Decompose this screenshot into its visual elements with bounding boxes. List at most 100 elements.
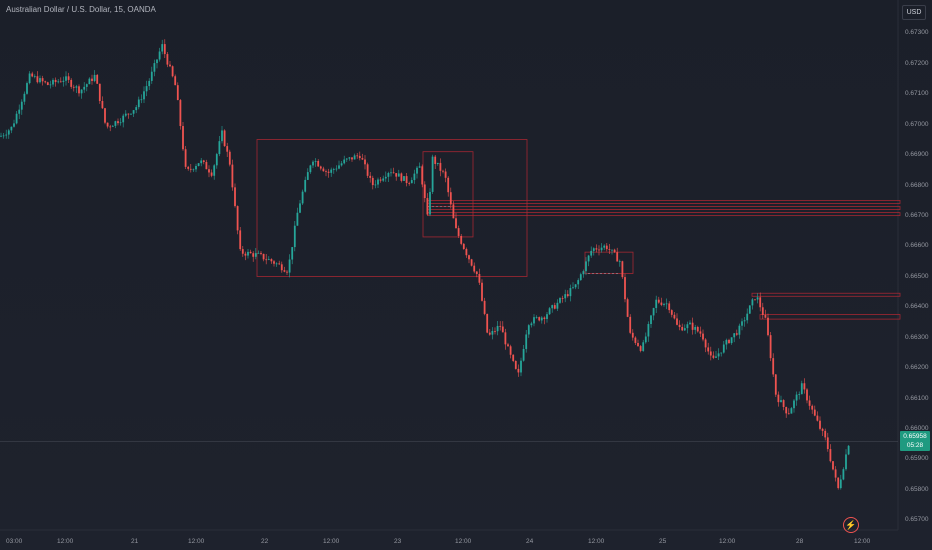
candle-body (613, 249, 616, 253)
candle-body (725, 339, 728, 345)
candle-body (499, 325, 502, 327)
candle-body (767, 317, 769, 336)
candle-body (28, 73, 31, 84)
candle-body (847, 445, 850, 455)
candle-body (358, 155, 361, 159)
candle-body (657, 299, 660, 303)
candle-body (702, 333, 704, 340)
candle-body (683, 328, 686, 331)
candle-body (790, 408, 793, 414)
candle-body (473, 265, 476, 272)
candle-body (780, 400, 782, 403)
candle-body (517, 368, 520, 373)
time-tick: 03:00 (6, 538, 23, 545)
candle-body (104, 108, 106, 123)
candle-body (109, 126, 112, 128)
candle-body (57, 81, 60, 83)
candle-body (91, 78, 93, 81)
candle-body (293, 225, 296, 248)
candle-body (366, 164, 369, 176)
candle-body (343, 159, 346, 164)
lightning-icon[interactable]: ⚡ (843, 517, 859, 533)
candle-body (715, 356, 717, 358)
candle-body (70, 79, 73, 87)
candle-body (782, 400, 785, 408)
candle-body (423, 184, 426, 199)
time-tick: 12:00 (57, 538, 74, 545)
time-tick: 12:00 (588, 538, 605, 545)
candle-body (46, 82, 49, 85)
candle-body (299, 203, 301, 213)
candle-body (460, 235, 463, 244)
candle-body (754, 299, 756, 301)
candle-body (647, 324, 650, 337)
candle-body (241, 249, 244, 254)
candle-body (816, 415, 819, 421)
candle-body (806, 389, 808, 401)
zone-box (256, 139, 528, 277)
candle-body (447, 177, 450, 193)
candle-body (223, 130, 226, 147)
candle-body (65, 76, 67, 81)
candle-body (101, 100, 104, 109)
candle-body (171, 66, 174, 77)
candle-body (652, 308, 655, 316)
candle-body (234, 187, 236, 207)
candle-body (429, 191, 431, 215)
candle-body (759, 297, 762, 308)
candle-body (137, 99, 140, 108)
candle-body (832, 461, 834, 470)
candle-body (59, 81, 62, 83)
candle-body (774, 374, 777, 395)
candle-body (377, 179, 379, 185)
candle-body (514, 360, 517, 369)
candle-body (54, 79, 57, 83)
candle-body (637, 342, 639, 347)
candle-body (72, 86, 75, 88)
candle-body (405, 176, 408, 184)
candle-body (187, 166, 190, 169)
candle-body (317, 160, 320, 167)
candle-body (540, 317, 543, 321)
candle-body (811, 405, 814, 410)
price-tick: 0.66000 (905, 425, 929, 432)
candle-body (62, 80, 65, 82)
candle-body (795, 394, 798, 401)
candle-body (585, 261, 587, 272)
candle-body (210, 172, 213, 176)
candle-body (488, 332, 491, 335)
candle-body (546, 314, 548, 320)
candle-body (174, 76, 177, 86)
candle-body (538, 317, 541, 321)
time-tick: 12:00 (188, 538, 205, 545)
zone-box (751, 292, 901, 297)
candle-body (673, 314, 676, 319)
candle-body (434, 156, 437, 164)
candle-body (535, 317, 538, 318)
time-tick: 24 (526, 538, 534, 545)
candle-body (743, 320, 746, 322)
candle-body (158, 51, 161, 60)
candle-body (218, 141, 221, 155)
candle-body (592, 248, 595, 251)
candle-body (340, 163, 343, 166)
candle-body (621, 261, 624, 278)
price-tick: 0.67000 (905, 121, 929, 128)
candle-body (36, 76, 39, 83)
time-tick: 12:00 (455, 538, 472, 545)
candle-body (200, 160, 203, 164)
candle-body (527, 325, 530, 335)
candle-body (735, 333, 738, 335)
currency-selector[interactable]: USD (902, 5, 926, 20)
candle-body (7, 130, 10, 135)
candle-body (839, 479, 842, 489)
candle-body (296, 212, 299, 226)
candle-body (184, 149, 187, 167)
candle-body (356, 155, 359, 157)
price-tick: 0.67100 (905, 90, 929, 97)
candle-body (408, 183, 411, 184)
candle-body (13, 123, 15, 127)
